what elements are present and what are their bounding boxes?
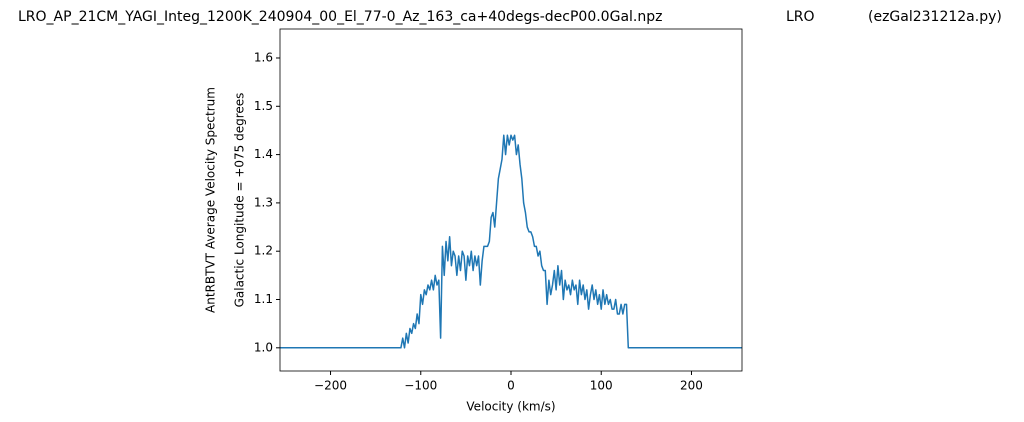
y-axis-label: Galactic Longitude = +075 degrees [233, 93, 247, 308]
spectrum-line [280, 134, 742, 349]
y-tick-label: 1.4 [254, 147, 273, 161]
y-tick-label: 1.1 [254, 292, 273, 306]
y-tick-label: 1.0 [254, 340, 273, 354]
chart-program: (ezGal231212a.py) [868, 9, 1002, 25]
y-tick-label: 1.3 [254, 195, 273, 209]
x-tick-label: −100 [404, 379, 437, 393]
chart-site: LRO [786, 9, 815, 25]
y-tick-label: 1.2 [254, 244, 273, 258]
x-tick-label: 0 [507, 379, 515, 393]
x-tick-label: 100 [590, 379, 613, 393]
x-tick-label: −200 [314, 379, 347, 393]
y-tick-label: 1.6 [254, 50, 273, 64]
x-tick-label: 200 [680, 379, 703, 393]
chart-title: LRO_AP_21CM_YAGI_Integ_1200K_240904_00_E… [18, 9, 662, 25]
y-axis-label: AntRBTVT Average Velocity Spectrum [204, 87, 218, 313]
plot-frame [279, 28, 743, 372]
y-tick-label: 1.5 [254, 99, 273, 113]
x-axis-label: Velocity (km/s) [466, 400, 555, 414]
